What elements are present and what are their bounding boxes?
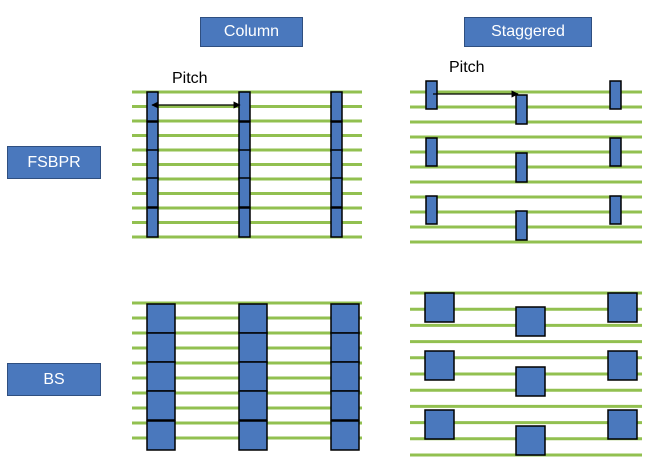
fsbpr-column-cell <box>238 91 251 122</box>
bs-column-cell <box>146 420 176 451</box>
fsbpr-column-cell <box>146 207 159 238</box>
bs-staggered-cell <box>515 306 546 337</box>
fsbpr-staggered-cell <box>609 137 622 167</box>
fsbpr-staggered-cell <box>515 210 528 241</box>
bs-staggered-cell <box>607 350 638 381</box>
bs-staggered-cell <box>424 292 455 323</box>
fsbpr-column-cell <box>330 149 343 180</box>
bs-column-cell <box>146 361 176 392</box>
bs-column-cell <box>238 332 268 363</box>
bs-column-cell <box>238 390 268 421</box>
bs-column-cell <box>330 332 360 363</box>
fsbpr-column-cell <box>238 121 251 152</box>
fsbpr-staggered-cell <box>609 80 622 110</box>
track-lines <box>132 90 642 457</box>
bs-staggered-cell <box>424 350 455 381</box>
bs-staggered-cell <box>607 409 638 440</box>
pitch-label: Pitch <box>449 59 485 76</box>
fsbpr-column-cell <box>238 177 251 208</box>
header-column: Column <box>200 17 303 47</box>
fsbpr-column-cell <box>330 121 343 152</box>
fsbpr-column-cell <box>330 177 343 208</box>
fsbpr-staggered-cell <box>515 152 528 183</box>
bs-column-cell <box>238 303 268 334</box>
fsbpr-column-cell <box>238 149 251 180</box>
pitch-annotation-column: Pitch <box>151 70 241 109</box>
pitch-annotation-staggered: Pitch <box>433 59 519 98</box>
blocks <box>146 80 638 456</box>
fsbpr-staggered-cell <box>425 80 438 110</box>
bs-staggered-cell <box>515 425 546 456</box>
pitch-label: Pitch <box>172 70 208 87</box>
bs-column-cell <box>330 420 360 451</box>
fsbpr-staggered-cell <box>609 195 622 225</box>
row-label-fsbpr: FSBPR <box>7 146 101 179</box>
bs-staggered-cell <box>607 292 638 323</box>
fsbpr-column-cell <box>146 177 159 208</box>
bs-column-cell <box>330 390 360 421</box>
bs-staggered-cell <box>515 366 546 397</box>
row-label-bs: BS <box>7 363 101 396</box>
fsbpr-column-cell <box>330 207 343 238</box>
bs-column-cell <box>330 361 360 392</box>
bs-column-cell <box>146 332 176 363</box>
header-staggered: Staggered <box>464 17 592 47</box>
bs-staggered-cell <box>424 409 455 440</box>
fsbpr-column-cell <box>146 121 159 152</box>
bs-column-cell <box>238 361 268 392</box>
bs-column-cell <box>330 303 360 334</box>
bs-column-cell <box>146 303 176 334</box>
fsbpr-column-cell <box>238 207 251 238</box>
fsbpr-staggered-cell <box>425 195 438 225</box>
fsbpr-column-cell <box>146 91 159 122</box>
bs-column-cell <box>146 390 176 421</box>
fsbpr-column-cell <box>330 91 343 122</box>
bs-column-cell <box>238 420 268 451</box>
fsbpr-staggered-cell <box>425 137 438 167</box>
fsbpr-column-cell <box>146 149 159 180</box>
fsbpr-staggered-cell <box>515 94 528 125</box>
